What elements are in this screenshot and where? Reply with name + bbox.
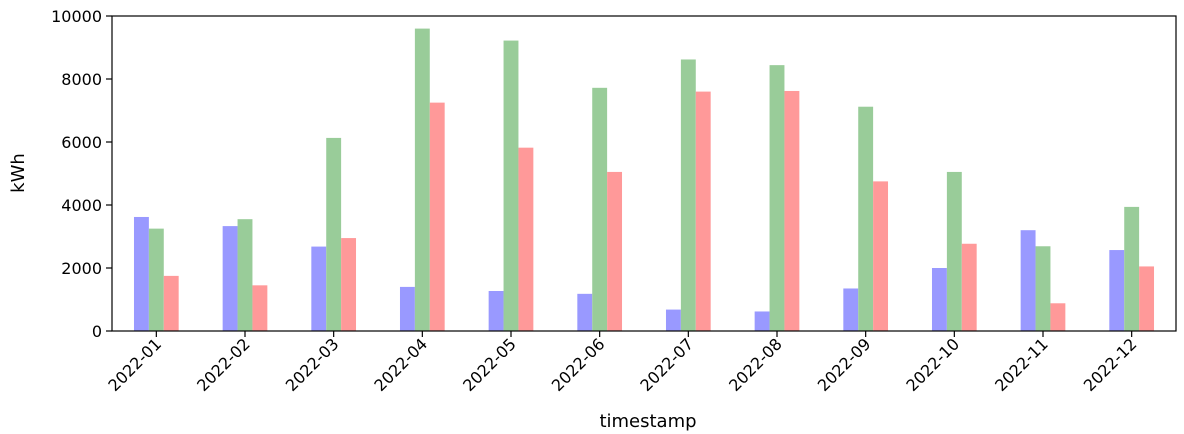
bar-s2-2022-07 xyxy=(680,59,696,331)
plot-frame xyxy=(111,15,1177,332)
bar-s3-2022-01 xyxy=(163,275,179,332)
bar-s3-2022-12 xyxy=(1139,266,1155,331)
bar-s1-2022-10 xyxy=(931,268,947,331)
bar-s2-2022-01 xyxy=(148,228,164,332)
x-tick-label: 2022-06 xyxy=(548,334,609,395)
bar-s3-2022-06 xyxy=(607,171,623,331)
x-tick-label: 2022-10 xyxy=(902,334,963,395)
bar-s1-2022-12 xyxy=(1109,250,1125,331)
x-tick-label: 2022-04 xyxy=(370,334,431,395)
x-tick-label: 2022-11 xyxy=(991,334,1052,395)
x-tick-label: 2022-01 xyxy=(104,334,165,395)
bar-s2-2022-09 xyxy=(858,106,874,331)
x-axis: 2022-01 2022-02 2022-03 2022-04 2022-05 2022-… xyxy=(104,331,1140,395)
bar-s1-2022-04 xyxy=(399,286,415,331)
y-tick-label: 6000 xyxy=(61,133,102,152)
bar-s1-2022-03 xyxy=(311,246,327,331)
bar-s2-2022-04 xyxy=(414,28,430,331)
bar-s3-2022-09 xyxy=(873,181,889,332)
y-tick-label: 0 xyxy=(92,322,102,341)
bar-s3-2022-03 xyxy=(341,238,357,331)
x-tick-label: 2022-05 xyxy=(459,334,520,395)
x-axis-label: timestamp xyxy=(599,411,696,432)
bar-s3-2022-05 xyxy=(518,147,534,331)
x-tick-label: 2022-07 xyxy=(636,334,697,395)
y-tick-label: 10000 xyxy=(51,7,102,26)
bars-group xyxy=(133,28,1155,332)
bar-s3-2022-02 xyxy=(252,285,268,331)
bar-s1-2022-06 xyxy=(577,293,593,331)
bar-s3-2022-07 xyxy=(695,91,711,331)
y-tick-label: 8000 xyxy=(61,70,102,89)
bar-s1-2022-05 xyxy=(488,291,504,331)
x-tick-label: 2022-08 xyxy=(725,334,786,395)
bar-s3-2022-08 xyxy=(784,90,800,331)
bar-s1-2022-01 xyxy=(133,216,149,331)
bar-s2-2022-03 xyxy=(326,137,342,331)
bar-s1-2022-08 xyxy=(754,311,770,331)
bar-s2-2022-08 xyxy=(769,65,785,331)
x-tick-label: 2022-09 xyxy=(814,334,875,395)
bar-s3-2022-04 xyxy=(429,102,445,332)
bar-s2-2022-05 xyxy=(503,40,519,331)
x-tick-label: 2022-12 xyxy=(1080,334,1141,395)
bar-s3-2022-10 xyxy=(961,243,977,331)
bar-s1-2022-02 xyxy=(222,226,238,331)
bar-s3-2022-11 xyxy=(1050,303,1066,331)
y-axis: 0 2000 4000 6000 8000 10000 xyxy=(51,7,112,341)
y-tick-label: 2000 xyxy=(61,259,102,278)
bar-s2-2022-12 xyxy=(1124,206,1140,331)
y-tick-label: 4000 xyxy=(61,196,102,215)
bar-s1-2022-07 xyxy=(665,309,681,331)
y-axis-label: kWh xyxy=(8,153,29,193)
x-tick-label: 2022-02 xyxy=(193,334,254,395)
bar-s2-2022-06 xyxy=(592,87,608,331)
bar-s1-2022-09 xyxy=(843,288,859,331)
bar-s2-2022-02 xyxy=(237,219,253,331)
bar-s1-2022-11 xyxy=(1020,230,1036,331)
bar-s2-2022-10 xyxy=(946,171,962,331)
x-tick-label: 2022-03 xyxy=(282,334,343,395)
bar-s2-2022-11 xyxy=(1035,246,1051,331)
